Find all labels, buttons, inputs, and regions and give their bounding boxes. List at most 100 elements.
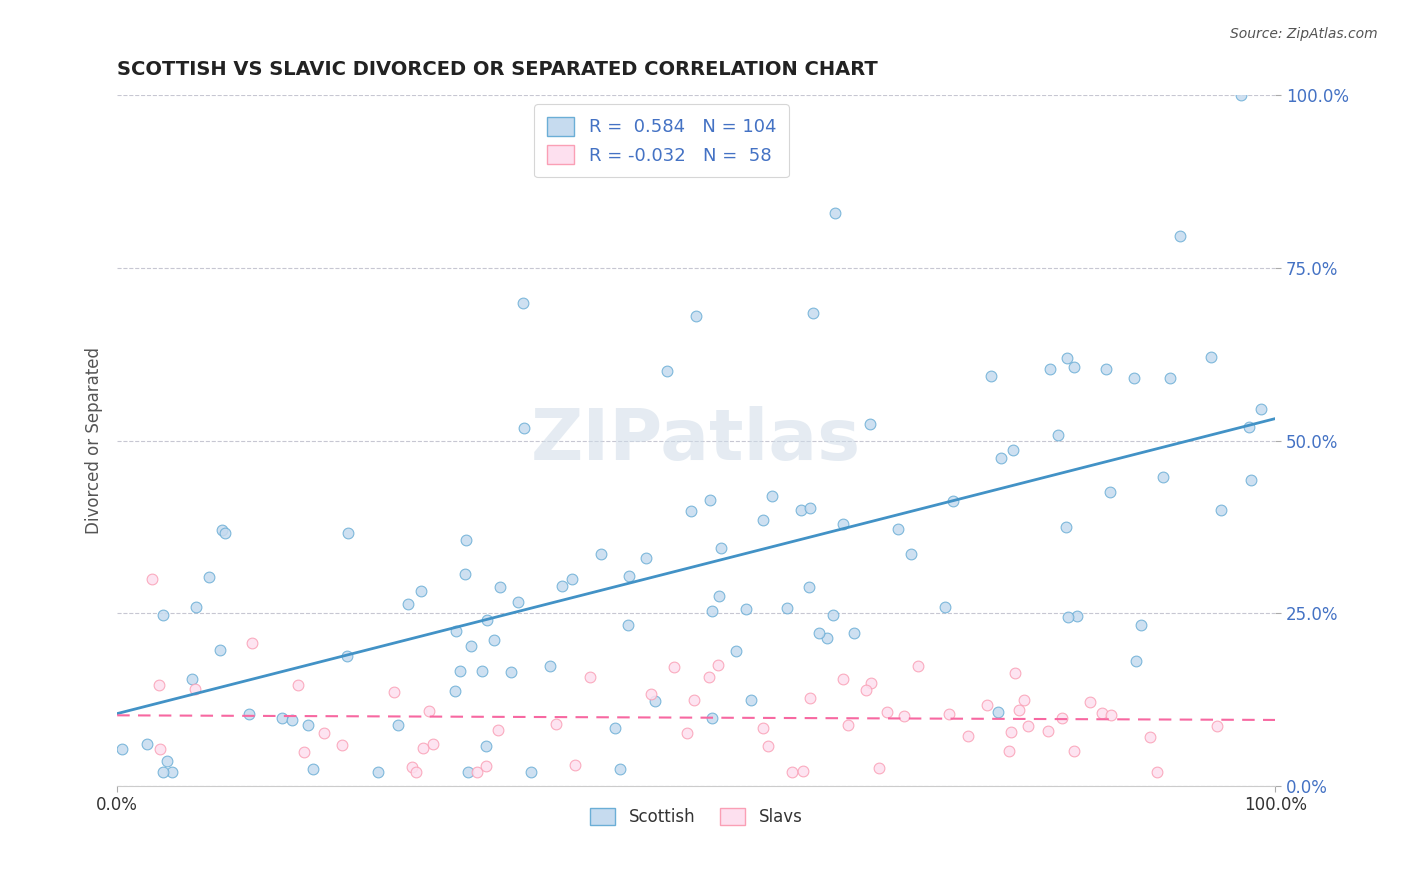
Point <box>508 594 530 608</box>
Point <box>512 295 534 310</box>
Point <box>141 572 163 586</box>
Point <box>489 580 512 594</box>
Point <box>815 632 838 646</box>
Point <box>1168 229 1191 244</box>
Point <box>1098 484 1121 499</box>
Point <box>780 764 803 779</box>
Point <box>135 737 157 751</box>
Point <box>1063 744 1085 758</box>
Point <box>149 742 172 756</box>
Point <box>160 764 183 779</box>
Point <box>184 600 207 615</box>
Point <box>799 500 821 515</box>
Point <box>513 420 536 434</box>
Point <box>1050 711 1073 725</box>
Point <box>1146 764 1168 779</box>
Point <box>844 625 866 640</box>
Point <box>1056 351 1078 365</box>
Point <box>1250 401 1272 416</box>
Point <box>1002 442 1025 457</box>
Point <box>330 738 353 752</box>
Point <box>1039 361 1062 376</box>
Point <box>776 600 799 615</box>
Point <box>907 659 929 673</box>
Point <box>609 762 631 776</box>
Point <box>405 764 427 779</box>
Point <box>409 583 432 598</box>
Point <box>475 613 498 627</box>
Point <box>292 745 315 759</box>
Point <box>1004 665 1026 680</box>
Point <box>706 657 728 672</box>
Point <box>990 450 1012 465</box>
Point <box>238 706 260 721</box>
Point <box>900 548 922 562</box>
Point <box>837 718 859 732</box>
Point <box>449 665 471 679</box>
Point <box>314 726 336 740</box>
Point <box>700 711 723 725</box>
Point <box>934 599 956 614</box>
Point <box>401 760 423 774</box>
Point <box>422 737 444 751</box>
Point <box>564 758 586 772</box>
Point <box>208 643 231 657</box>
Point <box>148 678 170 692</box>
Point <box>797 580 820 594</box>
Point <box>1199 350 1222 364</box>
Point <box>868 761 890 775</box>
Point <box>725 644 748 658</box>
Point <box>180 672 202 686</box>
Point <box>1123 371 1146 385</box>
Point <box>1047 428 1070 442</box>
Text: Source: ZipAtlas.com: Source: ZipAtlas.com <box>1230 27 1378 41</box>
Point <box>589 547 612 561</box>
Point <box>761 489 783 503</box>
Point <box>1229 88 1251 103</box>
Point <box>1091 706 1114 720</box>
Point <box>734 602 756 616</box>
Point <box>893 709 915 723</box>
Point <box>544 716 567 731</box>
Point <box>538 659 561 673</box>
Point <box>832 673 855 687</box>
Point <box>270 711 292 725</box>
Point <box>418 704 440 718</box>
Point <box>700 604 723 618</box>
Point <box>336 649 359 664</box>
Point <box>831 516 853 531</box>
Point <box>752 722 775 736</box>
Point <box>454 566 477 581</box>
Point <box>520 764 543 779</box>
Point <box>824 206 846 220</box>
Point <box>821 608 844 623</box>
Point <box>683 693 706 707</box>
Point <box>1139 731 1161 745</box>
Point <box>616 618 638 632</box>
Point <box>1012 692 1035 706</box>
Point <box>679 504 702 518</box>
Point <box>475 739 498 753</box>
Point <box>297 718 319 732</box>
Point <box>634 551 657 566</box>
Point <box>876 705 898 719</box>
Point <box>1038 724 1060 739</box>
Point <box>859 676 882 690</box>
Point <box>644 694 666 708</box>
Point <box>1125 654 1147 668</box>
Point <box>551 579 574 593</box>
Point <box>152 764 174 779</box>
Point <box>1057 610 1080 624</box>
Point <box>561 572 583 586</box>
Point <box>382 684 405 698</box>
Point <box>1152 469 1174 483</box>
Point <box>367 764 389 779</box>
Point <box>710 541 733 555</box>
Point <box>855 683 877 698</box>
Point <box>460 639 482 653</box>
Point <box>465 764 488 779</box>
Point <box>198 569 221 583</box>
Point <box>444 684 467 698</box>
Point <box>1008 703 1031 717</box>
Point <box>859 417 882 432</box>
